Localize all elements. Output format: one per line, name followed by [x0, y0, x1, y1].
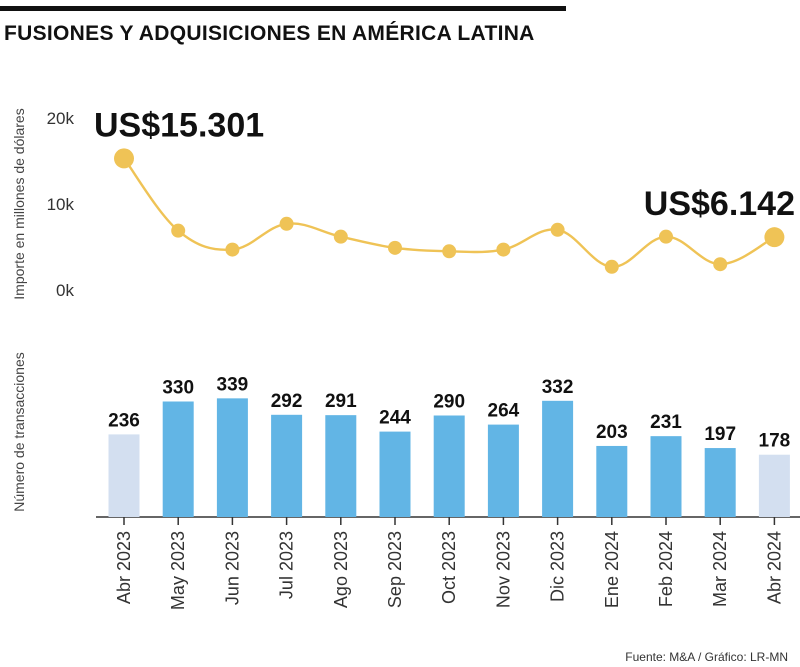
line-point — [171, 223, 186, 238]
bar — [271, 414, 303, 517]
bar — [487, 424, 519, 517]
bar — [108, 434, 140, 517]
x-tick-label: Oct 2023 — [439, 531, 459, 604]
line-point — [764, 227, 785, 248]
line-point — [279, 216, 294, 231]
bar-value-label: 291 — [325, 391, 357, 412]
x-tick-label: Ene 2024 — [602, 531, 622, 608]
x-tick-label: Abr 2024 — [764, 531, 784, 604]
x-tick-label: Jul 2023 — [277, 531, 297, 599]
x-tick-label: Jun 2023 — [222, 531, 242, 605]
bar-value-label: 178 — [759, 431, 791, 452]
line-point — [442, 244, 457, 259]
bar-value-label: 339 — [217, 374, 249, 395]
line-point — [114, 148, 134, 169]
bar-y-axis-label: Número de transacciones — [11, 352, 27, 512]
bar-value-label: 264 — [488, 401, 520, 422]
x-tick-label: Sep 2023 — [385, 531, 405, 608]
line-point — [496, 242, 511, 257]
chart-title: FUSIONES Y ADQUISICIONES EN AMÉRICA LATI… — [4, 22, 535, 45]
line-chart: Importe en millones de dólares 0k 10k 20k US… — [11, 106, 795, 300]
x-tick-label: Nov 2023 — [493, 531, 513, 608]
bar — [650, 436, 682, 517]
title-rule — [0, 6, 566, 11]
line-point — [713, 257, 728, 272]
line-point — [659, 229, 673, 244]
bar — [704, 448, 736, 517]
bar-chart: Número de transacciones 236 Abr 2023 330 May… — [11, 352, 800, 610]
line-annotation: US$15.301 — [94, 106, 264, 144]
bar — [596, 445, 628, 517]
line-annotation: US$6.142 — [644, 185, 795, 223]
bar-value-label: 203 — [596, 422, 628, 443]
bar — [758, 454, 790, 517]
x-tick-label: Dic 2023 — [548, 531, 568, 602]
bar — [542, 400, 574, 517]
line-y-axis-label: Importe en millones de dólares — [11, 108, 27, 299]
x-tick-label: Mar 2024 — [710, 531, 730, 607]
bar-value-label: 292 — [271, 391, 303, 412]
line-point — [604, 259, 619, 274]
bar — [433, 415, 465, 517]
x-tick-label: Abr 2023 — [114, 531, 134, 604]
line-point — [225, 242, 240, 257]
bar-value-label: 332 — [542, 377, 574, 398]
line-y-tick-label: 20k — [47, 109, 75, 128]
bar-value-label: 330 — [162, 378, 194, 399]
bar-value-label: 236 — [108, 410, 140, 431]
line-point — [550, 222, 565, 237]
bar — [325, 415, 357, 517]
bar — [216, 398, 248, 517]
bar — [162, 401, 194, 517]
x-tick-label: Ago 2023 — [331, 531, 351, 608]
bar — [379, 431, 411, 517]
line-point — [333, 229, 348, 244]
line-y-tick-label: 10k — [47, 195, 75, 214]
line-y-tick-label: 0k — [56, 281, 74, 300]
line-point — [388, 240, 402, 255]
bar-value-label: 290 — [433, 392, 465, 413]
source-note: Fuente: M&A / Gráfico: LR-MN — [625, 650, 788, 664]
bar-value-label: 244 — [379, 408, 411, 429]
x-tick-label: Feb 2024 — [656, 531, 676, 607]
bar-value-label: 197 — [704, 424, 736, 445]
x-tick-label: May 2023 — [168, 531, 188, 610]
bar-value-label: 231 — [650, 412, 682, 433]
